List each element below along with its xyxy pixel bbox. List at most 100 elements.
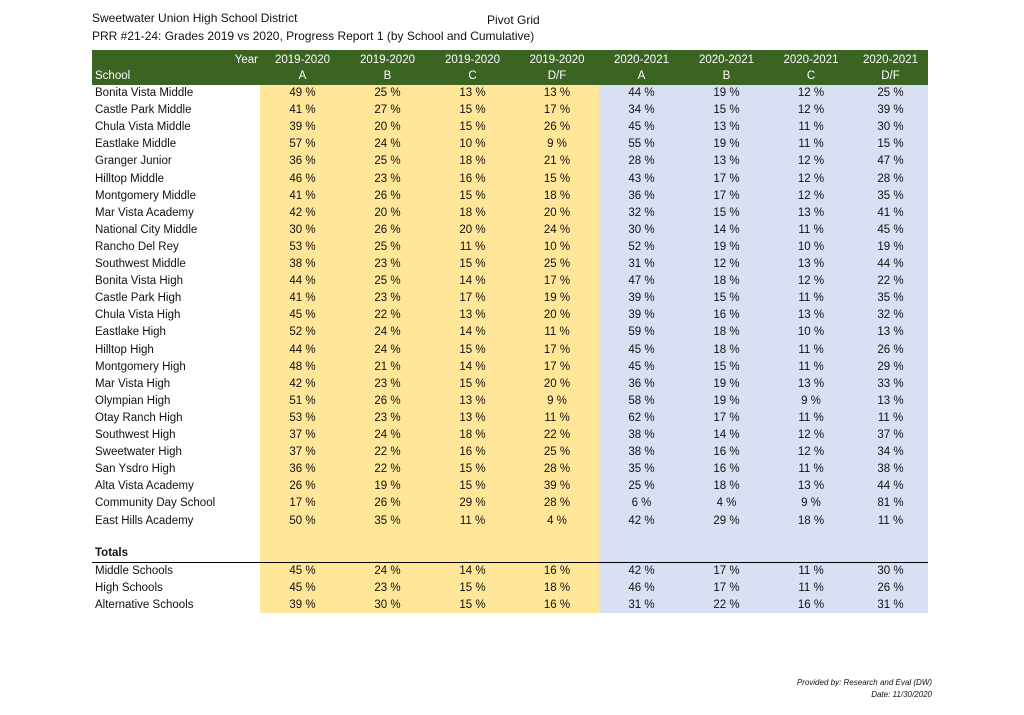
school-name: Montgomery Middle	[95, 189, 196, 202]
percent-cell: 39 %	[289, 121, 316, 134]
school-name: Hilltop Middle	[95, 172, 165, 185]
percent-cell: 15 %	[459, 343, 486, 356]
percent-cell: 19 %	[374, 480, 401, 493]
report-date: Date: 11/30/2020	[871, 690, 932, 699]
percent-cell: 45 %	[289, 565, 316, 577]
percent-cell: 18 %	[713, 326, 740, 339]
percent-cell: 26 %	[374, 189, 401, 202]
school-name: Mar Vista Academy	[95, 206, 194, 219]
percent-cell: 10 %	[797, 326, 825, 339]
column-year: 2019-2020	[529, 54, 585, 66]
percent-cell: 59 %	[628, 326, 655, 339]
percent-cell: 52 %	[289, 326, 316, 339]
percent-cell: 23 %	[374, 582, 401, 595]
percent-cell: 39 %	[628, 309, 655, 322]
percent-cell: 20 %	[543, 377, 571, 390]
percent-cell: 22 %	[877, 275, 904, 288]
percent-cell: 12 %	[797, 87, 825, 99]
percent-cell: 19 %	[713, 394, 740, 407]
percent-cell: 18 %	[459, 206, 486, 219]
percent-cell: 37 %	[289, 429, 316, 441]
percent-cell: 11 %	[459, 514, 486, 527]
column-grade: D/F	[547, 70, 567, 82]
column-year: 2019-2020	[275, 54, 330, 66]
percent-cell: 11 %	[459, 240, 486, 253]
percent-cell: 25 %	[543, 446, 571, 459]
percent-cell: 39 %	[877, 104, 904, 117]
percent-cell: 16 %	[459, 172, 486, 185]
percent-cell: 20 %	[543, 309, 571, 322]
percent-cell: 41 %	[289, 189, 316, 202]
percent-cell: 13 %	[797, 258, 825, 270]
percent-cell: 43 %	[628, 172, 655, 185]
percent-cell: 28 %	[543, 463, 571, 476]
school-name: Community Day School	[95, 497, 216, 510]
percent-cell: 13 %	[459, 411, 486, 424]
percent-cell: 16 %	[543, 599, 571, 612]
school-name: Hilltop High	[95, 343, 154, 356]
percent-cell: 26 %	[877, 582, 904, 595]
percent-cell: 57 %	[289, 138, 316, 151]
percent-cell: 17 %	[543, 275, 571, 288]
percent-cell: 18 %	[713, 275, 740, 288]
percent-cell: 46 %	[289, 172, 316, 185]
percent-cell: 29 %	[459, 497, 486, 510]
percent-cell: 46 %	[628, 582, 655, 595]
percent-cell: 22 %	[374, 463, 401, 476]
percent-cell: 18 %	[459, 155, 486, 168]
percent-cell: 21 %	[374, 360, 401, 373]
percent-cell: 32 %	[628, 206, 655, 219]
org-title: Sweetwater Union High School District	[92, 11, 298, 25]
school-name: Eastlake High	[95, 326, 166, 339]
percent-cell: 18 %	[713, 480, 740, 493]
percent-cell: 36 %	[289, 463, 316, 476]
percent-cell: 11 %	[798, 343, 824, 356]
percent-cell: 24 %	[374, 138, 401, 151]
percent-cell: 51 %	[289, 394, 316, 407]
percent-cell: 45 %	[289, 309, 316, 322]
totals-label: Totals	[95, 547, 129, 559]
percent-cell: 53 %	[289, 240, 316, 253]
percent-cell: 15 %	[459, 121, 486, 134]
percent-cell: 16 %	[713, 446, 740, 459]
percent-cell: 23 %	[374, 172, 401, 185]
percent-cell: 18 %	[713, 343, 740, 356]
percent-cell: 6 %	[631, 497, 652, 510]
percent-cell: 10 %	[459, 138, 486, 151]
percent-cell: 30 %	[628, 223, 655, 236]
percent-cell: 62 %	[628, 411, 655, 424]
percent-cell: 15 %	[713, 206, 740, 219]
percent-cell: 39 %	[628, 292, 655, 305]
percent-cell: 20 %	[459, 223, 486, 236]
school-name: National City Middle	[95, 223, 198, 236]
school-name: Bonita Vista High	[95, 275, 184, 288]
percent-cell: 13 %	[877, 326, 904, 339]
percent-cell: 11 %	[877, 514, 904, 527]
school-name: Castle Park Middle	[95, 104, 192, 117]
school-name: Chula Vista Middle	[95, 121, 191, 134]
percent-cell: 17 %	[543, 104, 571, 117]
percent-cell: 25 %	[877, 87, 904, 99]
percent-cell: 13 %	[543, 87, 571, 99]
percent-cell: 44 %	[877, 480, 904, 493]
percent-cell: 26 %	[289, 480, 316, 493]
percent-cell: 14 %	[459, 565, 486, 577]
school-name: Sweetwater High	[95, 446, 182, 459]
percent-cell: 13 %	[459, 87, 486, 99]
percent-cell: 13 %	[797, 480, 825, 493]
percent-cell: 16 %	[543, 565, 571, 577]
column-grade: C	[468, 70, 477, 82]
percent-cell: 35 %	[877, 292, 904, 305]
percent-cell: 16 %	[713, 309, 740, 322]
percent-cell: 19 %	[877, 240, 904, 253]
percent-cell: 52 %	[628, 240, 655, 253]
percent-cell: 22 %	[713, 599, 740, 612]
percent-cell: 13 %	[459, 394, 486, 407]
percent-cell: 28 %	[877, 172, 904, 185]
percent-cell: 20 %	[374, 121, 401, 134]
school-label: School	[95, 70, 131, 82]
percent-cell: 13 %	[459, 309, 486, 322]
column-year: 2020-2021	[699, 54, 754, 66]
yellow-band	[260, 85, 599, 613]
percent-cell: 11 %	[544, 326, 570, 339]
